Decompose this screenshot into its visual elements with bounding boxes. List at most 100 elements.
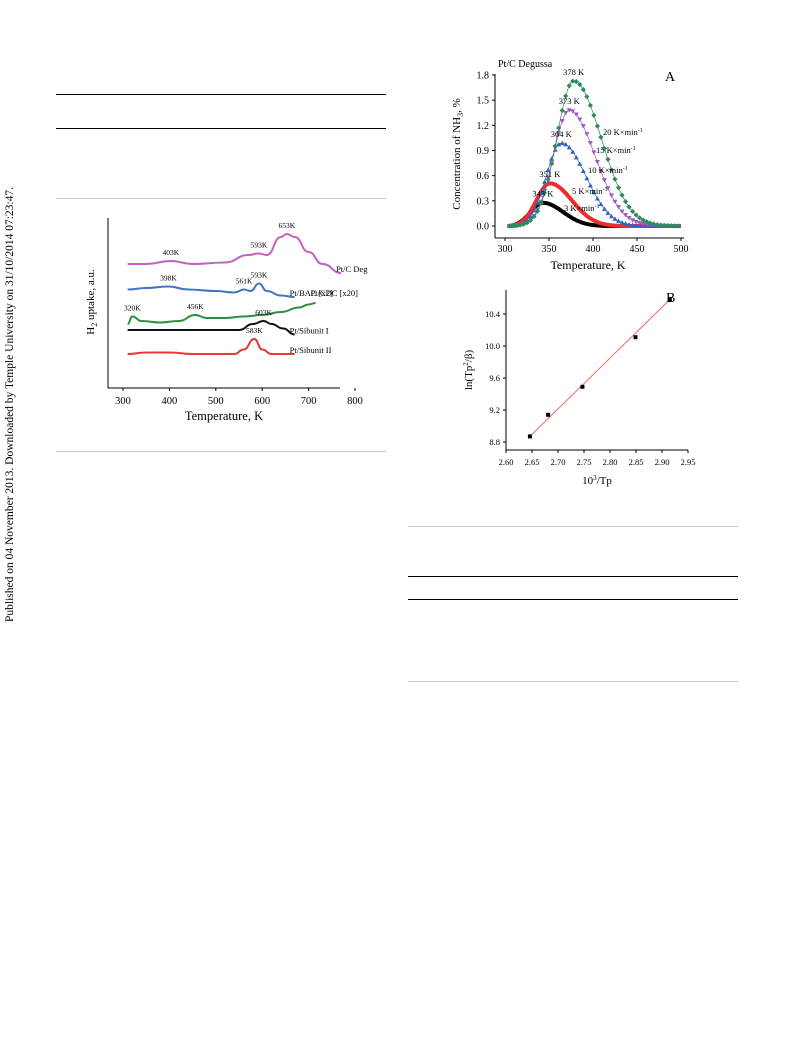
series-name: Pt/BAC [x2] bbox=[290, 288, 333, 298]
y-tick-label: 9.6 bbox=[489, 373, 500, 383]
x-tick-label: 2.70 bbox=[551, 457, 566, 467]
data-point bbox=[667, 297, 672, 302]
x-tick-label: 300 bbox=[498, 244, 513, 255]
data-point bbox=[584, 94, 590, 100]
data-point bbox=[654, 221, 660, 228]
kissinger-plot: 2.60 2.65 2.70 2.75 2.80 2.85 2.90 2.95 8.8 9.2 9.… bbox=[462, 290, 696, 487]
peak-label: 351 K bbox=[539, 169, 561, 179]
data-point bbox=[630, 218, 636, 223]
data-point bbox=[601, 145, 608, 152]
x-axis-title: 103/Tp bbox=[582, 474, 612, 487]
data-point bbox=[644, 222, 650, 228]
data-point bbox=[622, 198, 629, 205]
data-point bbox=[534, 208, 541, 214]
data-point bbox=[615, 185, 622, 191]
peak-label: 593K bbox=[251, 271, 268, 280]
data-point bbox=[542, 179, 548, 184]
data-point bbox=[538, 190, 544, 195]
table-header-rule bbox=[56, 128, 386, 129]
series-name: Pt/Sibunit II bbox=[290, 345, 332, 355]
data-point bbox=[601, 178, 607, 183]
y-tick-label: 0.0 bbox=[477, 222, 490, 233]
y-tick-label: 8.8 bbox=[489, 437, 500, 447]
x-tick-label: 500 bbox=[674, 244, 689, 255]
fit-line bbox=[529, 299, 671, 437]
data-point bbox=[633, 219, 639, 225]
data-point bbox=[633, 335, 638, 340]
x-tick-label: 400 bbox=[586, 244, 601, 255]
data-point bbox=[675, 223, 681, 229]
data-point bbox=[591, 150, 597, 155]
data-point bbox=[605, 210, 611, 215]
x-axis-title: Temperature, K bbox=[185, 409, 263, 423]
series-line bbox=[127, 302, 316, 325]
data-point bbox=[626, 204, 632, 210]
series-line bbox=[127, 232, 342, 274]
y-axis-title: H2 uptake, a.u. bbox=[85, 269, 99, 335]
peak-label: 364 K bbox=[551, 129, 573, 139]
data-point bbox=[665, 222, 671, 229]
series-rate-label: 10 K×min-1 bbox=[588, 165, 628, 175]
data-point bbox=[566, 144, 572, 150]
data-point bbox=[528, 213, 534, 219]
y-axis-title: ln(Tp2/β) bbox=[462, 350, 475, 391]
data-point bbox=[577, 117, 583, 122]
x-tick-label: 450 bbox=[630, 244, 645, 255]
peak-label: 456K bbox=[187, 302, 204, 311]
data-point bbox=[608, 193, 614, 198]
data-point bbox=[608, 213, 614, 219]
data-point bbox=[580, 87, 586, 93]
data-point bbox=[598, 201, 604, 207]
nh3-tpd-chart: 300 350 400 450 500 0.0 0.3 0.6 0.9 1.2 1.5 1.8 343… bbox=[451, 59, 689, 272]
peak-label: 398K bbox=[160, 274, 177, 283]
data-point bbox=[549, 156, 555, 161]
y-tick-label: 0.6 bbox=[477, 171, 490, 182]
y-tick-label: 1.5 bbox=[477, 96, 490, 107]
data-point bbox=[556, 131, 562, 136]
data-point bbox=[626, 221, 632, 227]
x-tick-label: 2.75 bbox=[577, 457, 592, 467]
data-point bbox=[580, 384, 585, 389]
x-tick-label: 2.65 bbox=[525, 457, 540, 467]
h2-uptake-chart: 300 400 500 600 700 800 Pt/C Degussa 403K 593K 6… bbox=[85, 218, 368, 423]
data-point bbox=[633, 212, 639, 218]
data-point bbox=[556, 141, 562, 147]
y-tick-label: 0.3 bbox=[477, 196, 490, 207]
data-point bbox=[563, 141, 569, 147]
table2-header-rule bbox=[408, 576, 738, 577]
data-point bbox=[577, 161, 583, 166]
data-point bbox=[573, 112, 579, 117]
x-tick-label: 600 bbox=[254, 396, 270, 407]
data-point bbox=[587, 183, 593, 188]
peak-label: 320K bbox=[124, 304, 141, 313]
data-point bbox=[559, 140, 565, 146]
data-point bbox=[658, 222, 664, 228]
series-rate-label: 3 K×min-1 bbox=[564, 203, 600, 213]
x-tick-label: 800 bbox=[347, 396, 363, 407]
data-point bbox=[619, 192, 625, 198]
data-point bbox=[552, 143, 558, 149]
peak-label: 343 K bbox=[532, 189, 554, 199]
data-point bbox=[630, 222, 636, 227]
peak-label: 593K bbox=[251, 241, 268, 250]
data-point bbox=[605, 156, 611, 162]
data-point bbox=[566, 83, 572, 89]
data-point bbox=[591, 112, 597, 118]
x-tick-label: 2.90 bbox=[655, 457, 670, 467]
data-point bbox=[570, 149, 576, 154]
data-point bbox=[594, 196, 600, 201]
x-tick-label: 2.95 bbox=[681, 457, 696, 467]
x-tick-label: 300 bbox=[115, 396, 131, 407]
data-point bbox=[612, 199, 618, 205]
data-point bbox=[598, 169, 604, 174]
x-tick-label: 400 bbox=[162, 396, 178, 407]
table-bottom-rule bbox=[56, 198, 386, 199]
series-line bbox=[127, 337, 295, 355]
x-tick-label: 2.60 bbox=[499, 457, 514, 467]
peak-label: 583K bbox=[246, 326, 263, 335]
series-line bbox=[127, 319, 295, 336]
chart-title: Pt/C Degussa bbox=[498, 59, 553, 70]
y-tick-label: 10.0 bbox=[485, 341, 500, 351]
data-point bbox=[601, 206, 607, 211]
table2-sub-rule bbox=[408, 599, 738, 600]
